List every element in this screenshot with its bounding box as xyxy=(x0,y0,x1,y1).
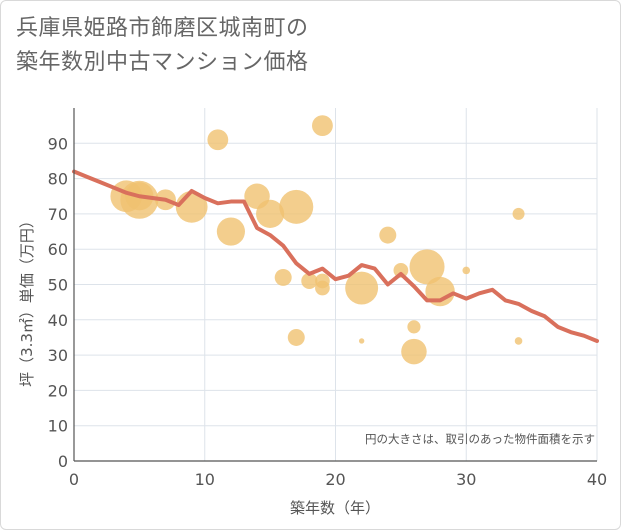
y-axis-label: 坪（3.3㎡）単価（万円） xyxy=(18,213,36,387)
title-line-1: 兵庫県姫路市飾磨区城南町の xyxy=(16,16,309,41)
average-price-line xyxy=(72,169,599,343)
data-bubble xyxy=(301,272,318,290)
grid-lines xyxy=(74,108,598,461)
data-bubble xyxy=(312,115,333,137)
x-tick-label: 20 xyxy=(325,470,345,489)
data-bubble xyxy=(274,268,292,286)
data-bubble xyxy=(345,271,379,305)
axes: 0 10 20 30 40 50 60 70 80 90 0 10 20 30 40 xyxy=(48,108,607,489)
data-bubble xyxy=(462,266,471,275)
x-tick-label: 30 xyxy=(456,470,476,489)
bubble-size-note: 円の大きさは、取引のあった物件面積を示す xyxy=(365,432,595,446)
data-bubble xyxy=(514,337,523,345)
y-tick-label: 40 xyxy=(48,311,68,330)
data-bubble xyxy=(279,189,314,224)
data-bubble xyxy=(407,320,421,334)
data-bubble xyxy=(287,328,305,346)
data-bubble xyxy=(379,226,397,244)
y-tick-label: 80 xyxy=(48,170,68,189)
y-tick-label: 50 xyxy=(48,276,68,295)
data-bubble xyxy=(216,217,245,246)
x-axis-label: 築年数（年） xyxy=(290,499,380,517)
data-bubble xyxy=(315,280,330,296)
data-bubble xyxy=(207,129,229,151)
chart-title: 兵庫県姫路市飾磨区城南町の 築年数別中古マンション価格 xyxy=(16,12,606,80)
data-bubble xyxy=(401,338,427,365)
data-bubble xyxy=(393,263,409,278)
data-bubble xyxy=(409,249,445,285)
data-bubble xyxy=(512,207,525,220)
bubble-layer xyxy=(110,115,525,365)
y-tick-label: 60 xyxy=(48,240,68,259)
x-tick-label: 10 xyxy=(195,470,215,489)
y-tick-label: 30 xyxy=(48,346,68,365)
y-tick-label: 20 xyxy=(48,381,68,400)
y-tick-label: 90 xyxy=(48,134,68,153)
y-tick-label: 0 xyxy=(58,452,68,471)
x-tick-label: 40 xyxy=(587,470,607,489)
x-tick-label: 0 xyxy=(69,470,79,489)
trend-line-layer xyxy=(72,169,599,343)
title-line-2: 築年数別中古マンション価格 xyxy=(16,50,309,75)
y-tick-label: 10 xyxy=(48,417,68,436)
data-bubble xyxy=(256,199,285,228)
data-bubble xyxy=(358,338,365,344)
y-tick-label: 70 xyxy=(48,205,68,224)
